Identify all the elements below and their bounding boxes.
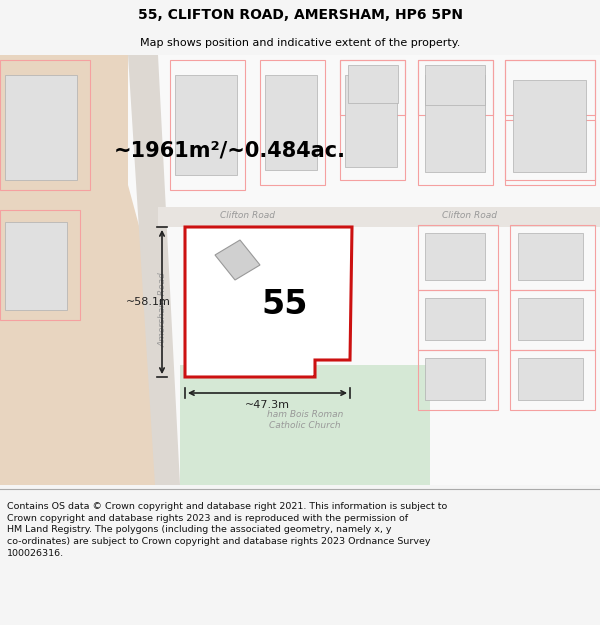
Polygon shape	[0, 55, 155, 485]
Bar	[0, 60, 90, 190]
Bar	[505, 60, 595, 185]
Text: ham Bois Roman
Catholic Church: ham Bois Roman Catholic Church	[267, 410, 343, 430]
Bar	[158, 207, 600, 227]
Bar	[260, 60, 325, 185]
Text: 55, CLIFTON ROAD, AMERSHAM, HP6 5PN: 55, CLIFTON ROAD, AMERSHAM, HP6 5PN	[137, 8, 463, 22]
Bar	[5, 222, 67, 310]
Bar	[265, 75, 317, 170]
Bar	[340, 60, 405, 115]
Bar	[418, 225, 498, 290]
Polygon shape	[185, 227, 352, 377]
Polygon shape	[128, 55, 180, 485]
Bar	[425, 233, 485, 280]
Text: ~1961m²/~0.484ac.: ~1961m²/~0.484ac.	[114, 140, 346, 160]
Text: Contains OS data © Crown copyright and database right 2021. This information is : Contains OS data © Crown copyright and d…	[7, 502, 448, 558]
Text: ~47.3m: ~47.3m	[245, 400, 290, 410]
Bar	[418, 60, 493, 185]
Text: 55: 55	[262, 289, 308, 321]
Bar	[340, 60, 405, 180]
Bar	[348, 65, 398, 103]
Bar	[418, 60, 493, 115]
Bar	[425, 75, 485, 172]
Text: Map shows position and indicative extent of the property.: Map shows position and indicative extent…	[140, 38, 460, 48]
Text: Clifton Road: Clifton Road	[443, 211, 497, 219]
Bar	[175, 75, 237, 175]
Text: Clifton Road: Clifton Road	[221, 211, 275, 219]
Bar	[345, 75, 397, 167]
Polygon shape	[180, 365, 430, 485]
Bar	[518, 358, 583, 400]
Bar	[518, 233, 583, 280]
Text: Amersham Road: Amersham Road	[158, 272, 167, 348]
Bar	[510, 350, 595, 410]
Bar	[425, 65, 485, 105]
Bar	[418, 350, 498, 410]
Bar	[505, 60, 595, 115]
Bar	[510, 290, 595, 350]
Bar	[170, 60, 245, 190]
Bar	[510, 225, 595, 290]
Bar	[5, 75, 77, 180]
Text: ~58.1m: ~58.1m	[125, 297, 170, 307]
Bar	[425, 358, 485, 400]
Bar	[418, 290, 498, 350]
Polygon shape	[215, 240, 260, 280]
Bar	[505, 120, 595, 180]
Bar	[513, 80, 586, 172]
Bar	[425, 298, 485, 340]
Bar	[0, 210, 80, 320]
Bar	[518, 298, 583, 340]
